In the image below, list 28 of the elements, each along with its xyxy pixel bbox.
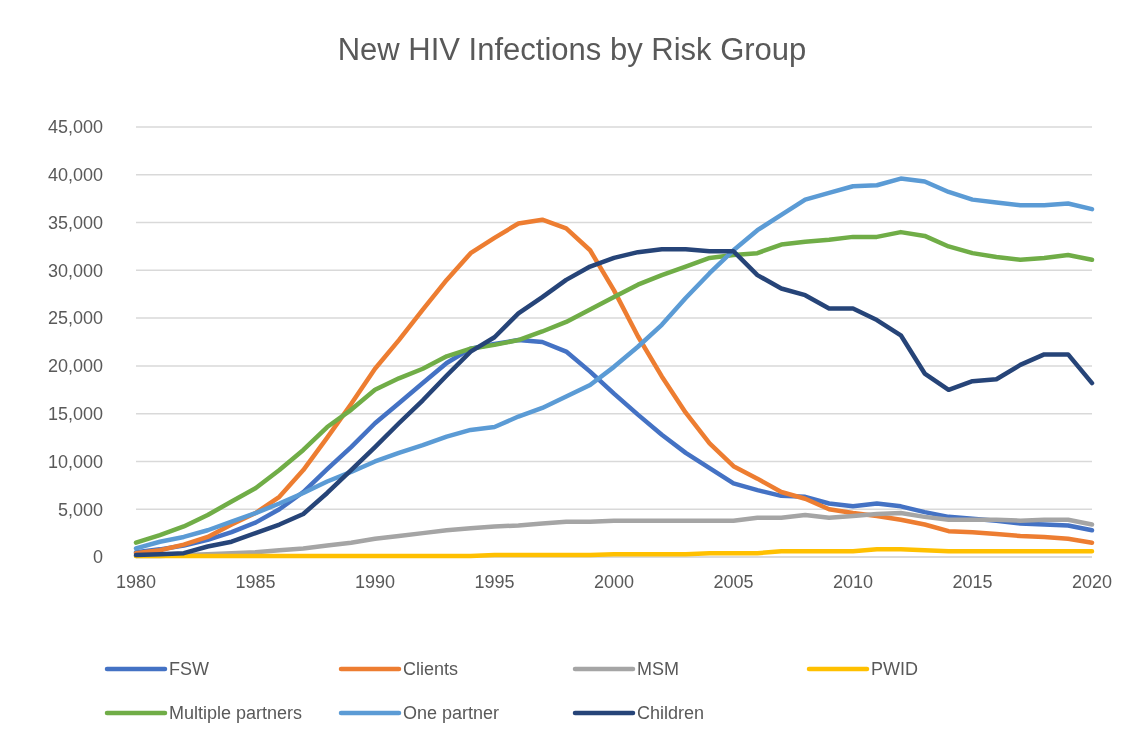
y-tick-label: 25,000	[47, 308, 103, 329]
x-tick-label: 2000	[593, 572, 635, 592]
y-tick-label: 10,000	[47, 451, 103, 472]
legend-label: FSW	[169, 659, 209, 680]
x-tick-label: 2010	[832, 572, 874, 592]
y-tick-label: 20,000	[47, 356, 103, 377]
x-tick-label: 1985	[235, 572, 276, 592]
y-tick-label: 45,000	[47, 117, 103, 138]
line-series	[133, 547, 1095, 559]
x-tick-label: 2005	[713, 572, 754, 592]
x-tick-label: 2015	[952, 572, 993, 592]
y-tick-label: 15,000	[47, 403, 103, 424]
x-tick-label: 1980	[115, 572, 157, 592]
y-tick-label: 5,000	[57, 499, 103, 520]
y-tick-label: 0	[92, 547, 103, 568]
legend-label: One partner	[403, 703, 500, 724]
chart-title: New HIV Infections by Risk Group	[337, 32, 807, 67]
legend-label: PWID	[871, 659, 918, 680]
y-tick-label: 30,000	[47, 260, 103, 281]
x-tick-label: 2020	[1071, 572, 1113, 592]
legend-label: Clients	[403, 659, 459, 680]
legend-label: MSM	[637, 659, 679, 680]
y-tick-label: 35,000	[47, 212, 103, 233]
legend-label: Multiple partners	[169, 703, 303, 724]
legend-label: Children	[637, 703, 705, 724]
x-tick-label: 1995	[474, 572, 515, 592]
x-tick-label: 1990	[354, 572, 396, 592]
y-tick-label: 40,000	[47, 165, 103, 186]
